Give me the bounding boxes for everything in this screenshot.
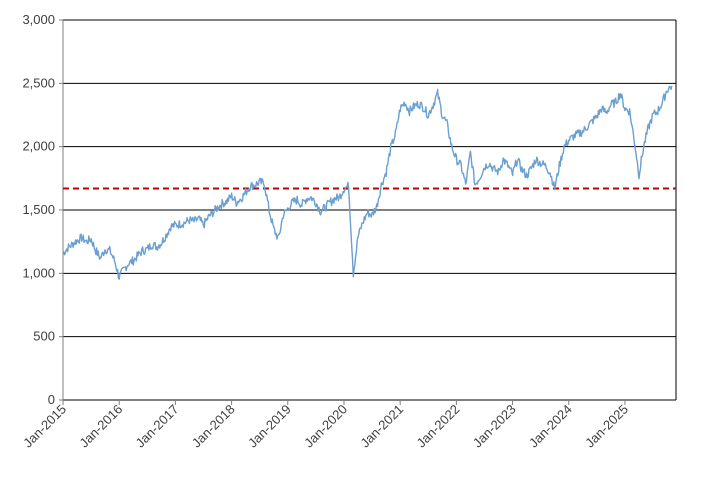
y-tick-label: 2,000: [22, 139, 55, 154]
x-tick-label: Jan-2015: [20, 402, 69, 451]
x-axis-ticks: Jan-2015 Jan-2016 Jan-2017 Jan-2018 Jan-2019…: [20, 400, 631, 450]
y-tick-label: 2,500: [22, 75, 55, 90]
x-tick-label: Jan-2023: [470, 402, 519, 451]
x-tick-label: Jan-2022: [414, 402, 463, 451]
x-tick-label: Jan-2021: [357, 402, 406, 451]
y-tick-label: 1,000: [22, 265, 55, 280]
y-tick-label: 3,000: [22, 12, 55, 27]
x-tick-label: Jan-2024: [526, 402, 575, 451]
series-line: [62, 85, 673, 280]
y-tick-label: 1,500: [22, 202, 55, 217]
x-tick-label: Jan-2019: [245, 402, 294, 451]
y-tick-label: 0: [48, 392, 55, 407]
y-tick-label: 500: [33, 329, 55, 344]
x-tick-label: Jan-2017: [133, 402, 182, 451]
gridlines: [63, 19, 676, 338]
x-tick-label: Jan-2016: [76, 402, 125, 451]
x-tick-label: Jan-2025: [582, 402, 631, 451]
y-axis-ticks: 0 500 1,000 1,500 2,000 2,500 3,000: [22, 12, 63, 407]
x-tick-label: Jan-2018: [189, 402, 238, 451]
x-tick-label: Jan-2020: [301, 402, 350, 451]
